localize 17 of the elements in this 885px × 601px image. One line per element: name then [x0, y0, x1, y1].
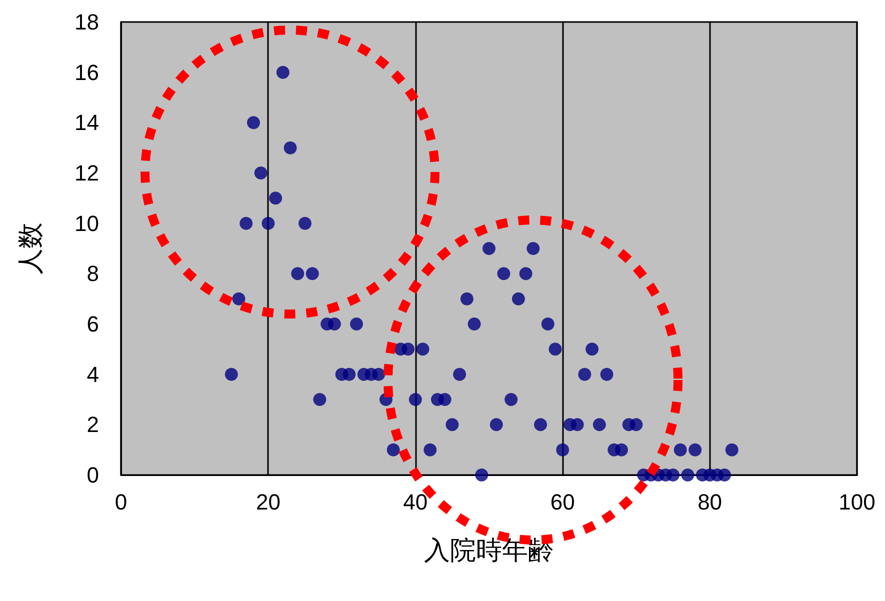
x-tick-label: 40: [403, 490, 428, 514]
y-tick-label: 2: [86, 412, 99, 438]
y-tick-label: 12: [74, 160, 99, 186]
y-tick-label: 8: [86, 261, 99, 286]
y-tick-label: 14: [74, 110, 99, 136]
x-tick-label: 100: [838, 490, 876, 514]
x-tick-label: 20: [256, 490, 280, 514]
x-tick-label: 0: [114, 490, 128, 514]
y-tick-label: 16: [74, 60, 99, 85]
y-axis-title: 人数: [15, 222, 45, 274]
y-tick-label: 18: [74, 10, 99, 34]
y-tick-label: 4: [86, 362, 99, 387]
y-tick-label: 10: [74, 210, 99, 236]
y-tick-label: 6: [86, 312, 99, 336]
x-tick-label: 60: [550, 490, 575, 514]
y-tick-label: 0: [86, 462, 99, 488]
x-tick-label: 80: [698, 490, 722, 514]
